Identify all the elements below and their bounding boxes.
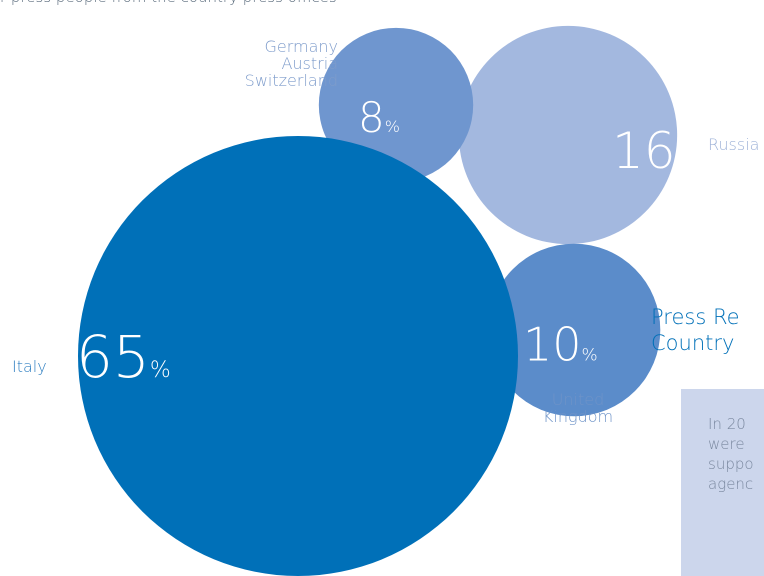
bubble-italy (78, 136, 518, 576)
value-label-united-kingdom: 10% (523, 318, 598, 372)
press-title-line: Press Re (651, 305, 740, 329)
category-label-italy: Italy (12, 357, 47, 376)
value-label-italy: 65% (76, 323, 171, 391)
header-truncated-text: r press people from the country press of… (0, 0, 764, 12)
press-text-line: In 20 (708, 415, 746, 433)
press-text-line: agenc (708, 475, 754, 493)
bubble-germany-austria-switzerland (318, 27, 474, 183)
press-text-line: suppo (708, 455, 754, 473)
value-label-germany-austria-switzerland: 8% (358, 93, 400, 142)
value-label-russia: 16% (612, 122, 694, 180)
press-info-box: In 20 were suppo agenc (681, 389, 764, 576)
press-title-line: Country (651, 331, 735, 355)
press-text-line: were (708, 435, 745, 453)
bubble-russia (458, 25, 678, 245)
press-panel-title: Press Re Country (651, 304, 764, 356)
category-label-germany-austria-switzerland: Germany Austria Switzerland (245, 37, 338, 90)
category-label-united-kingdom: United Kingdom (543, 390, 613, 426)
press-info-text: In 20 were suppo agenc (708, 414, 764, 494)
bubble-united-kingdom (487, 243, 661, 417)
category-label-russia: Russia (708, 135, 759, 154)
